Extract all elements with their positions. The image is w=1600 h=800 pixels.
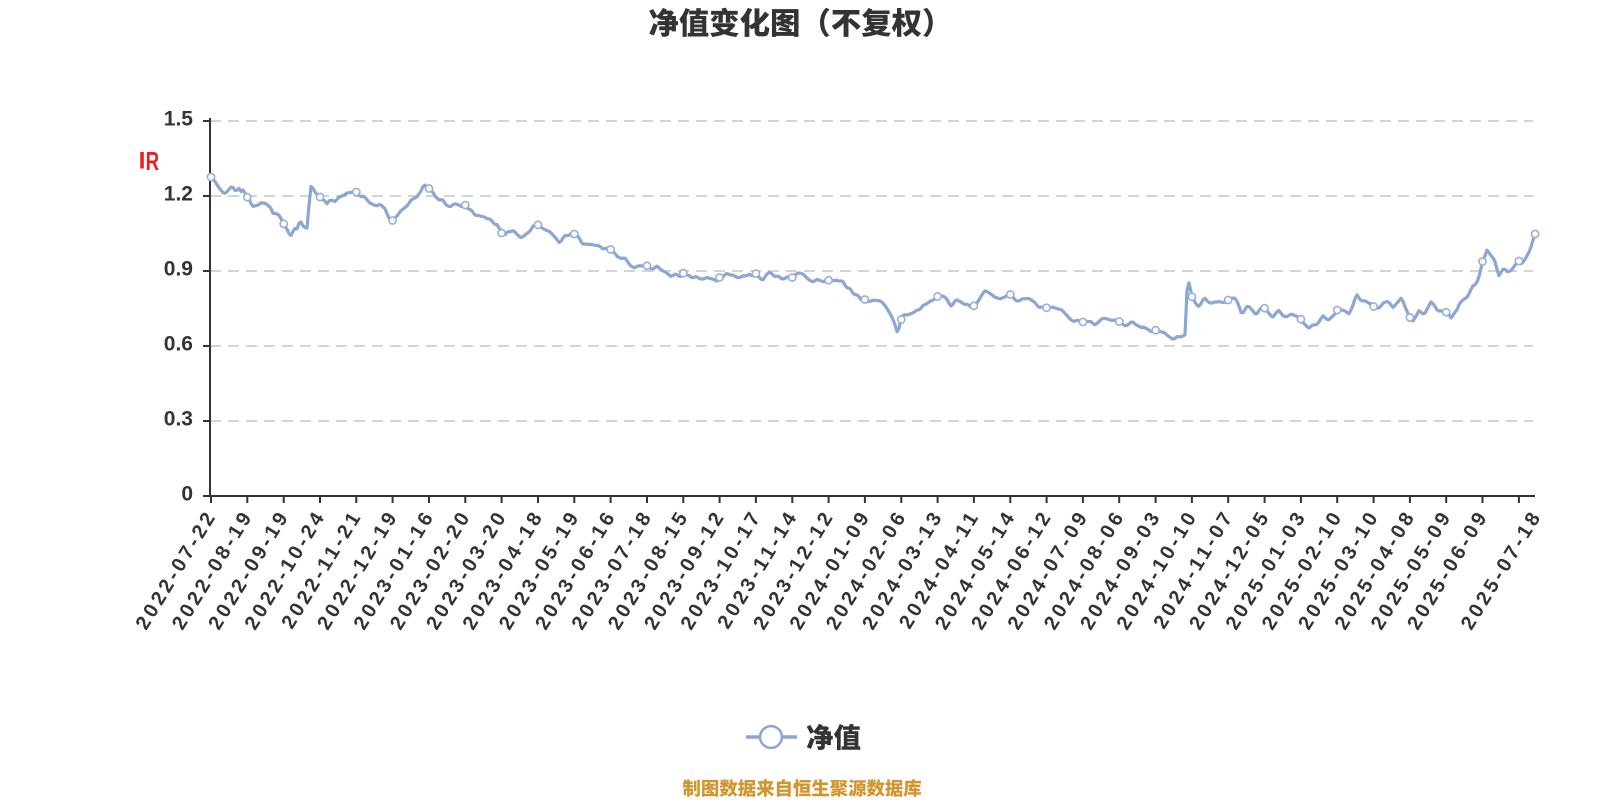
svg-text:R: R <box>146 146 160 176</box>
svg-text:0.6: 0.6 <box>164 333 193 356</box>
svg-text:0.9: 0.9 <box>164 258 193 281</box>
svg-text:0: 0 <box>181 483 193 506</box>
svg-text:0.3: 0.3 <box>164 408 193 431</box>
svg-text:1.5: 1.5 <box>164 108 194 131</box>
svg-text:1.2: 1.2 <box>164 183 193 206</box>
